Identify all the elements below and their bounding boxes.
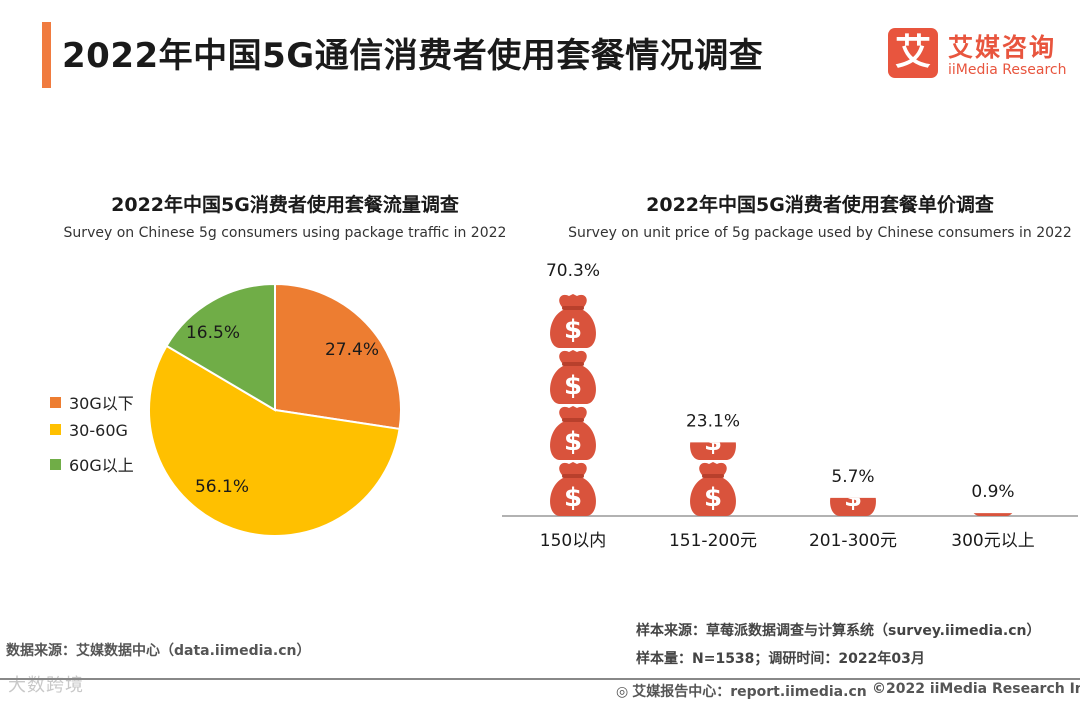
svg-text:$: $ [564,483,582,513]
report-center-text: 艾媒报告中心：report.iimedia.cn [632,684,867,700]
legend-swatch [50,459,61,470]
legend-item-60g-above: 60G以上 [50,452,134,475]
bar-3: $$$$ [974,315,1012,516]
legend-item-30g-below: 30G以下 [50,390,134,413]
bar-0: $ $ $ $ [550,294,596,516]
svg-text:$: $ [564,371,582,401]
svg-text:$: $ [704,371,722,401]
legend-swatch [50,424,61,435]
legend-label: 30G以下 [69,394,134,413]
brand-logo-icon: 艾 [888,28,938,78]
bar-chart-subtitle: Survey on unit price of 5g package used … [568,225,1072,241]
bar-2: $ $ $ $ [830,315,876,516]
sample-size-note: 样本量：N=1538；调研时间：2022年03月 [636,651,925,667]
pie-slice-0 [274,282,402,431]
svg-text:$: $ [844,315,862,345]
x-tick-label: 300元以上 [951,531,1034,551]
pie-chart-title: 2022年中国5G消费者使用套餐流量调查 [111,194,459,216]
legend-swatch [50,397,61,408]
svg-text:$: $ [984,371,1002,401]
pie-slice-2 [165,282,276,412]
svg-text:$: $ [564,427,582,457]
legend-item-30-60g: 30-60G [50,421,128,441]
copyright-text: ©2022 iiMedia Research Inc [872,681,1080,697]
svg-text:$: $ [704,427,722,457]
bar-value-label: 70.3% [546,261,600,281]
bar-chart: $ $ $ $70.3% 150以内 $ $ $ $23.1% 151-200元 $ $ $ $5.7% 2… [502,261,1078,551]
pie-slice-label: 56.1% [195,477,249,497]
pie-slice-label: 27.4% [325,340,379,360]
brand-name-en: iiMedia Research [948,62,1067,78]
x-tick-label: 201-300元 [809,531,897,551]
pie-chart-subtitle: Survey on Chinese 5g consumers using pac… [63,225,507,241]
pie-chart: 27.4% 56.1% 16.5% [148,282,402,537]
brand-name-cn: 艾媒咨询 [948,33,1057,62]
data-source-note: 数据来源：艾媒数据中心（data.iimedia.cn） [6,643,311,659]
svg-text:$: $ [844,427,862,457]
globe-icon: ◎ [616,684,629,700]
svg-text:$: $ [844,483,862,513]
svg-text:$: $ [984,315,1002,345]
x-tick-label: 150以内 [540,531,606,551]
bar-value-label: 23.1% [686,411,740,431]
watermark-text: 大数跨境 [8,675,84,696]
legend-label: 60G以上 [69,456,134,475]
bar-value-label: 5.7% [831,467,874,487]
bar-1: $ $ $ $ [690,315,736,516]
title-accent-bar [42,22,51,88]
svg-text:$: $ [704,483,722,513]
bar-value-label: 0.9% [971,482,1014,502]
legend-label: 30-60G [69,421,128,440]
pie-slice-label: 16.5% [186,323,240,343]
svg-text:$: $ [844,371,862,401]
svg-text:$: $ [564,315,582,345]
sample-source-note: 样本来源：草莓派数据调查与计算系统（survey.iimedia.cn） [636,623,1041,639]
svg-text:$: $ [984,427,1002,457]
pie-slice-1 [148,344,401,537]
bar-chart-title: 2022年中国5G消费者使用套餐单价调查 [646,194,994,216]
svg-text:$: $ [704,315,722,345]
x-tick-label: 151-200元 [669,531,757,551]
report-center-link[interactable]: ◎ 艾媒报告中心：report.iimedia.cn [616,681,867,701]
footer-divider [0,678,1080,680]
page-title: 2022年中国5G通信消费者使用套餐情况调查 [62,36,764,76]
